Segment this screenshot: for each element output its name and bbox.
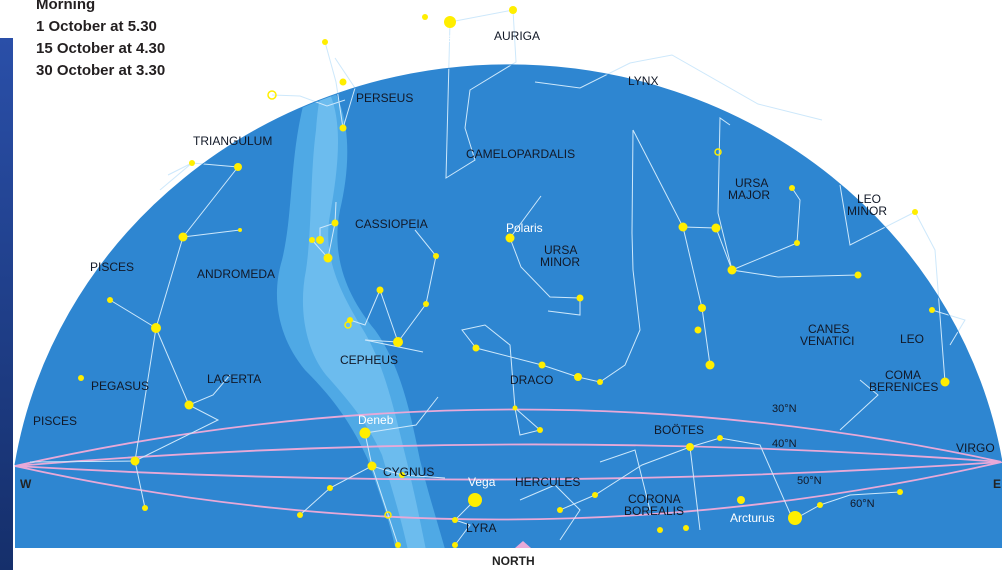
- label-lynx: LYNX: [628, 74, 658, 88]
- label-leo: LEO: [900, 332, 924, 346]
- label-cygnus: CYGNUS: [383, 465, 434, 479]
- label-camelopardalis: CAMELOPARDALIS: [466, 147, 575, 161]
- label-arcturus: Arcturus: [730, 511, 775, 525]
- label-corona-borealis-2: BOREALIS: [624, 504, 684, 518]
- label-hercules: HERCULES: [515, 475, 580, 489]
- label-coma-berenices-2: BERENICES: [869, 380, 938, 394]
- legend-time: 1 October at 5.30: [36, 18, 157, 35]
- compass-east: E: [993, 477, 1001, 491]
- label-corona-borealis: CORONA: [628, 492, 681, 506]
- latitude-line-50: [14, 461, 1002, 481]
- star-capella: [444, 16, 456, 28]
- observation-times-legend: Morning 1 October at 5.30 15 October at …: [36, 0, 165, 82]
- label-auriga: AURIGA: [494, 29, 540, 43]
- latitude-label-30: 30°N: [772, 403, 797, 415]
- compass-north: NORTH: [492, 554, 535, 568]
- label-perseus: PERSEUS: [356, 91, 413, 105]
- label-pisces-lower: PISCES: [33, 414, 77, 428]
- star-deneb: [359, 427, 371, 439]
- latitude-label-40: 40°N: [772, 438, 797, 450]
- stars: [78, 6, 950, 548]
- left-panel: [0, 38, 13, 570]
- label-polaris: Polaris: [506, 221, 543, 235]
- label-cepheus: CEPHEUS: [340, 353, 398, 367]
- compass-labels: W E NORTH: [20, 477, 1001, 568]
- latitude-line-40: [14, 443, 1002, 467]
- label-pisces-upper: PISCES: [90, 260, 134, 274]
- star-arcturus: [788, 511, 802, 525]
- label-capella: Capella: [425, 31, 466, 45]
- label-triangulum: TRIANGULUM: [193, 134, 272, 148]
- north-marker: [515, 541, 531, 548]
- label-canes-venatici: CANES: [808, 322, 849, 336]
- star-labels: Capella Algol Polaris Deneb Vega Arcturu…: [270, 31, 775, 525]
- star-polaris: [505, 233, 515, 243]
- constellation-labels: AURIGA LYNX PERSEUS TRIANGULUM CAMELOPAR…: [33, 29, 995, 535]
- label-ursa-minor-2: MINOR: [540, 255, 580, 269]
- star-vega: [468, 493, 482, 507]
- legend-title: Morning: [36, 0, 96, 13]
- label-lyra: LYRA: [466, 521, 496, 535]
- label-leo-minor-2: MINOR: [847, 204, 887, 218]
- latitude-line-30: [14, 408, 1002, 467]
- label-bootes: BOÖTES: [654, 423, 704, 437]
- latitude-labels: 30°N 40°N 50°N 60°N: [772, 403, 875, 510]
- label-pegasus: PEGASUS: [91, 379, 149, 393]
- legend-time: 15 October at 4.30: [36, 40, 166, 57]
- label-vega: Vega: [468, 475, 496, 489]
- label-canes-venatici-2: VENATICI: [800, 334, 854, 348]
- legend-time: 30 October at 3.30: [36, 62, 166, 79]
- milky-way-core: [302, 85, 428, 548]
- latitude-line-60: [14, 461, 1002, 521]
- label-ursa-major: URSA: [735, 176, 768, 190]
- horizon-outline: [14, 64, 1002, 466]
- label-leo-minor: LEO: [857, 192, 881, 206]
- label-ursa-major-2: MAJOR: [728, 188, 770, 202]
- latitude-lines: [14, 408, 1002, 521]
- constellation-lines: [29, 9, 966, 546]
- label-draco: DRACO: [510, 373, 553, 387]
- label-coma-berenices: COMA: [885, 368, 921, 382]
- label-deneb: Deneb: [358, 413, 394, 427]
- label-andromeda: ANDROMEDA: [197, 267, 275, 281]
- latitude-label-60: 60°N: [850, 498, 875, 510]
- compass-west: W: [20, 477, 32, 491]
- label-virgo: VIRGO: [956, 441, 995, 455]
- label-cassiopeia: CASSIOPEIA: [355, 217, 428, 231]
- latitude-label-50: 50°N: [797, 475, 822, 487]
- label-algol: Algol: [270, 76, 297, 90]
- label-ursa-minor: URSA: [544, 243, 577, 257]
- label-lacerta: LACERTA: [207, 372, 261, 386]
- algol-marker: [267, 90, 277, 100]
- variable-star-markers: [267, 90, 722, 519]
